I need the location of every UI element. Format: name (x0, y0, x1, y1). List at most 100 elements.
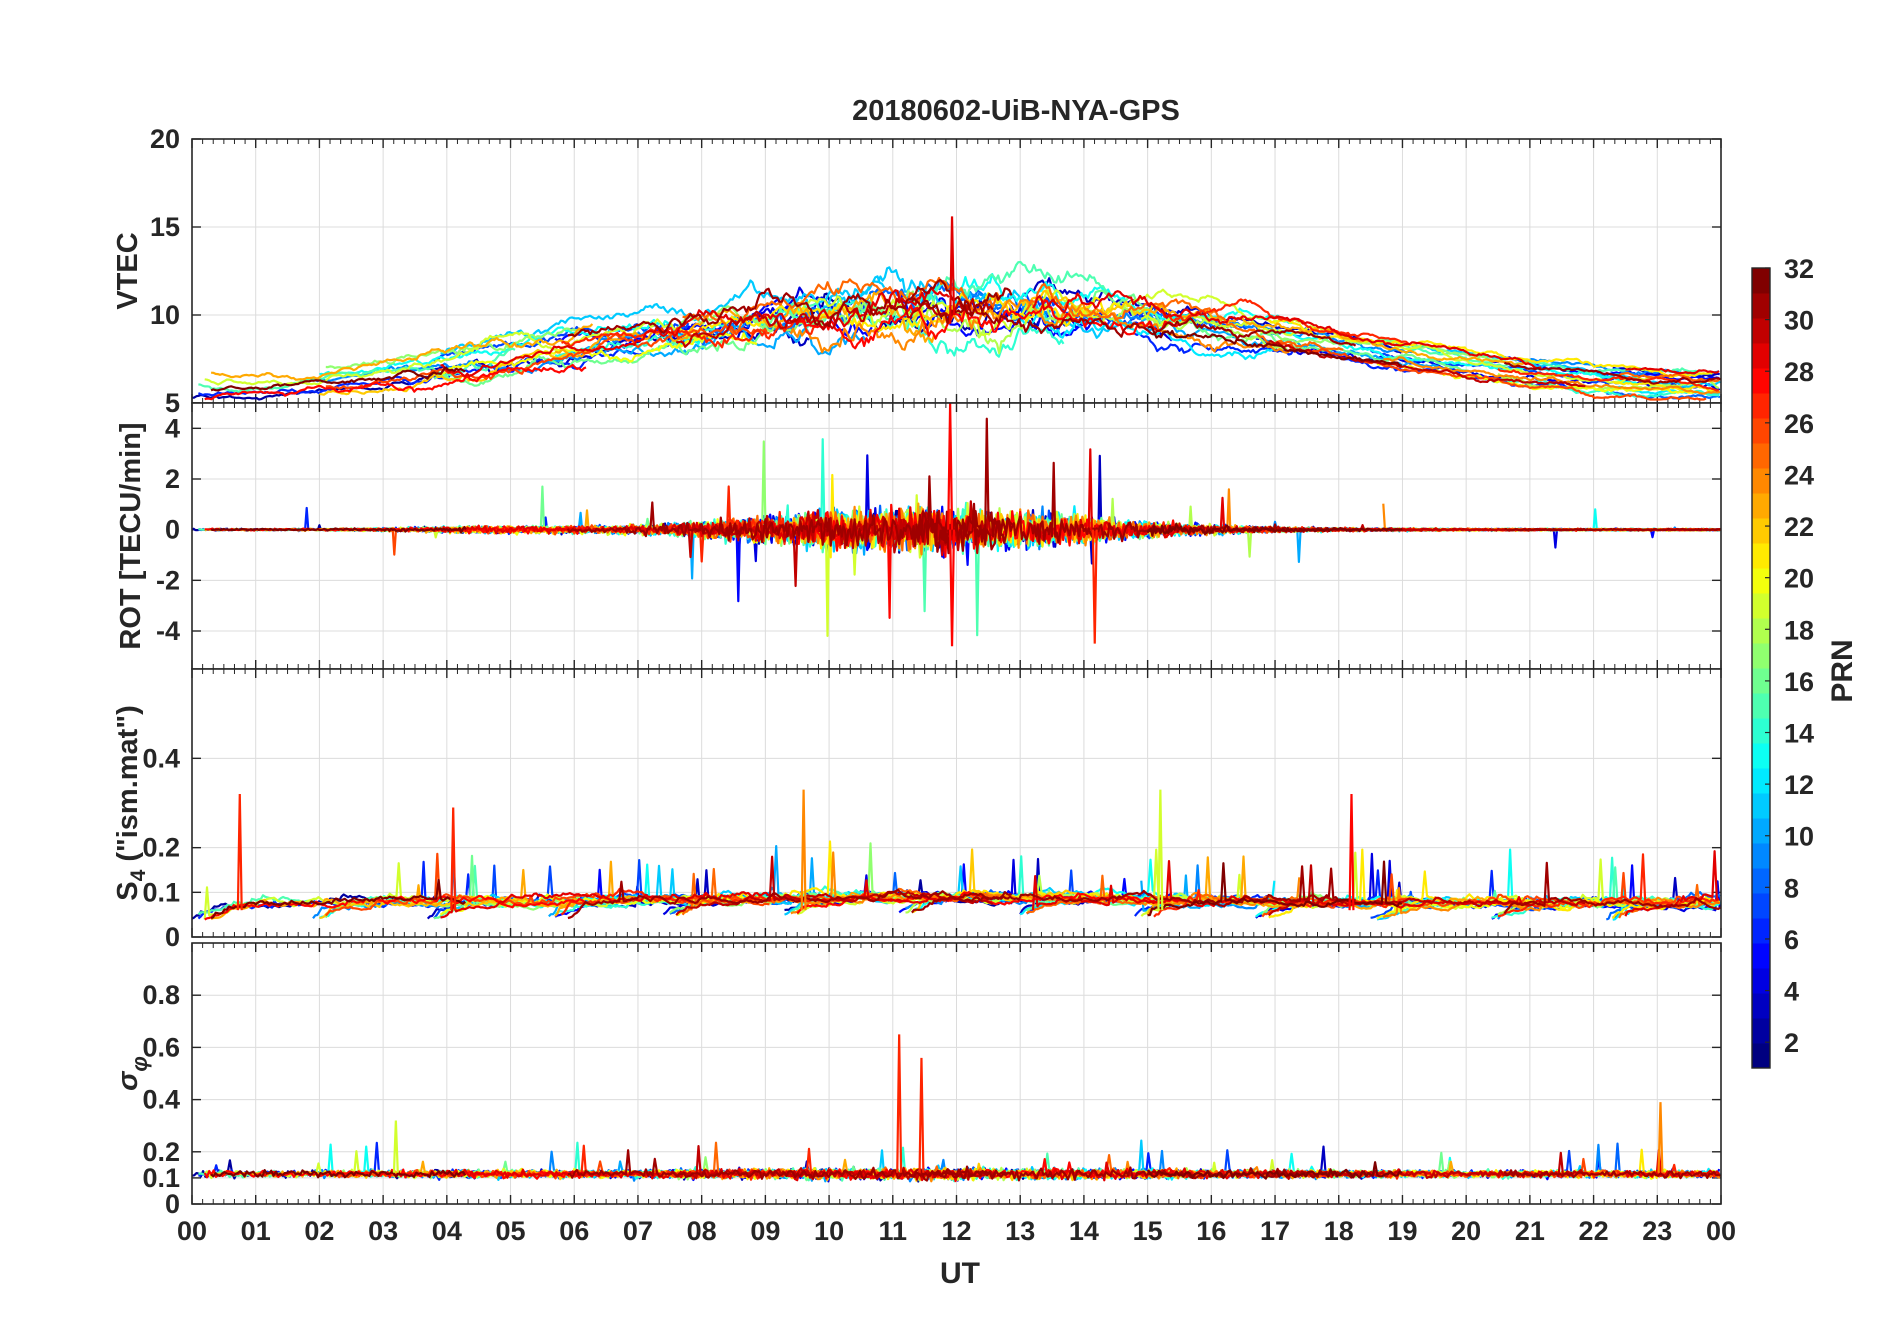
y-tick-label: 5 (165, 388, 180, 418)
colorbar-segment (1752, 743, 1770, 769)
y-axis-label: S4 ("ism.mat") (112, 705, 150, 901)
series-line (911, 273, 1294, 325)
series-line (1382, 886, 1721, 919)
colorbar-segment (1752, 318, 1770, 344)
series-line (191, 371, 447, 401)
series-line (789, 298, 1300, 354)
x-tick-label: 16 (1196, 1216, 1226, 1246)
colorbar-segment (1752, 793, 1770, 819)
colorbar-segment (1752, 918, 1770, 944)
colorbar-tick-label: 8 (1784, 873, 1799, 903)
y-axis-label: ROT [TECU/min] (115, 422, 147, 649)
x-axis-label: UT (940, 1257, 980, 1290)
peak-mark (236, 794, 243, 911)
y-tick-label: 20 (150, 124, 180, 154)
peak-mark (918, 1057, 925, 1173)
y-axis-label: VTEC (112, 232, 144, 309)
spike-mark (1091, 529, 1098, 644)
y-tick-label: 0 (165, 515, 180, 545)
colorbar-tick-label: 32 (1784, 254, 1814, 284)
colorbar-segment (1752, 1018, 1770, 1044)
peak-mark (800, 789, 807, 911)
series-line (1019, 315, 1275, 361)
colorbar-segment (1752, 368, 1770, 394)
chart-title: 20180602-UiB-NYA-GPS (852, 95, 1180, 127)
colorbar-tick-label: 28 (1784, 357, 1814, 387)
series-line (1147, 860, 1403, 917)
colorbar-segment (1752, 343, 1770, 369)
y-tick-label: 0.4 (142, 1085, 180, 1115)
x-tick-label: 02 (304, 1216, 334, 1246)
colorbar-segment (1752, 643, 1770, 669)
y-tick-label: 4 (165, 413, 180, 443)
series-line (1032, 290, 1542, 370)
series-line (1504, 527, 1722, 532)
series-line (1497, 853, 1720, 918)
series-line (204, 363, 587, 401)
colorbar-segment (1752, 693, 1770, 719)
x-tick-label: 06 (559, 1216, 589, 1246)
series-line (567, 278, 1013, 338)
colorbar-segment (1752, 418, 1770, 444)
x-tick-label: 17 (1260, 1216, 1290, 1246)
y-tick-label: 0 (165, 1189, 180, 1219)
colorbar-segment (1752, 768, 1770, 794)
series-line (210, 366, 466, 392)
colorbar-segment (1752, 943, 1770, 969)
colorbar-frame (1751, 267, 1771, 1069)
x-tick-label: 10 (814, 1216, 844, 1246)
colorbar-segment (1752, 618, 1770, 644)
panel-vtec: 5 10 15 20 VTEC (112, 124, 1722, 418)
x-tick-label: 03 (368, 1216, 398, 1246)
x-tick-label: 07 (623, 1216, 653, 1246)
x-tick-label: 12 (941, 1216, 971, 1246)
panel-s4: 0 0.1 0.2 0.4S4 ("ism.mat") (112, 668, 1722, 952)
y-tick-label: 0.2 (142, 833, 180, 863)
x-tick-label: 14 (1069, 1216, 1099, 1246)
series-line (796, 299, 1180, 350)
x-tick-label: 18 (1324, 1216, 1354, 1246)
colorbar-tick-label: 20 (1784, 564, 1814, 594)
colorbar-segment (1752, 493, 1770, 519)
colorbar-segment (1752, 893, 1770, 919)
peak-mark (949, 216, 956, 324)
x-tick-label: 13 (1005, 1216, 1035, 1246)
x-tick-label: 01 (241, 1216, 271, 1246)
colorbar-segment (1752, 993, 1770, 1019)
colorbar-segment (1752, 843, 1770, 869)
y-tick-label: 0.1 (142, 1163, 180, 1193)
y-tick-label: -4 (156, 616, 180, 646)
series-line (910, 297, 1357, 347)
series-line (567, 1149, 1013, 1182)
y-tick-label: 0.6 (142, 1032, 180, 1062)
series-line (1625, 367, 1720, 375)
colorbar-tick-label: 12 (1784, 770, 1814, 800)
colorbar-segment (1752, 568, 1770, 594)
series-line (1497, 372, 1720, 392)
series-line (682, 276, 1001, 335)
colorbar-label: PRN (1826, 639, 1859, 702)
peak-mark (1348, 794, 1355, 911)
colorbar-tick-label: 14 (1784, 719, 1814, 749)
x-tick-label: 04 (432, 1216, 462, 1246)
series-line (1383, 356, 1721, 395)
x-tick-label: 00 (177, 1216, 207, 1246)
series-line (324, 852, 770, 917)
x-tick-label: 20 (1451, 1216, 1481, 1246)
colorbar-segment (1752, 393, 1770, 419)
series-line (319, 348, 575, 396)
peak-mark (392, 1120, 399, 1173)
series-line (566, 417, 1013, 547)
series-line (1268, 340, 1586, 388)
axes-frame (191, 942, 1722, 1205)
colorbar-tick-label: 4 (1784, 977, 1799, 1007)
x-tick-label: 00 (1706, 1216, 1736, 1246)
spike-mark (949, 529, 956, 647)
x-axis: 00 01 02 03 04 05 06 07 08 09 10 11 12 13 14 15 16 17 18 19… (177, 1216, 1736, 1246)
panel-rot: -4 -2 0 2 4 ROT [TECU/min] (115, 402, 1722, 670)
series-line (1147, 325, 1402, 367)
colorbar-tick-label: 2 (1784, 1028, 1799, 1058)
colorbar-tick-label: 22 (1784, 512, 1814, 542)
x-tick-label: 22 (1579, 1216, 1609, 1246)
colorbar-tick-label: 24 (1784, 460, 1814, 490)
